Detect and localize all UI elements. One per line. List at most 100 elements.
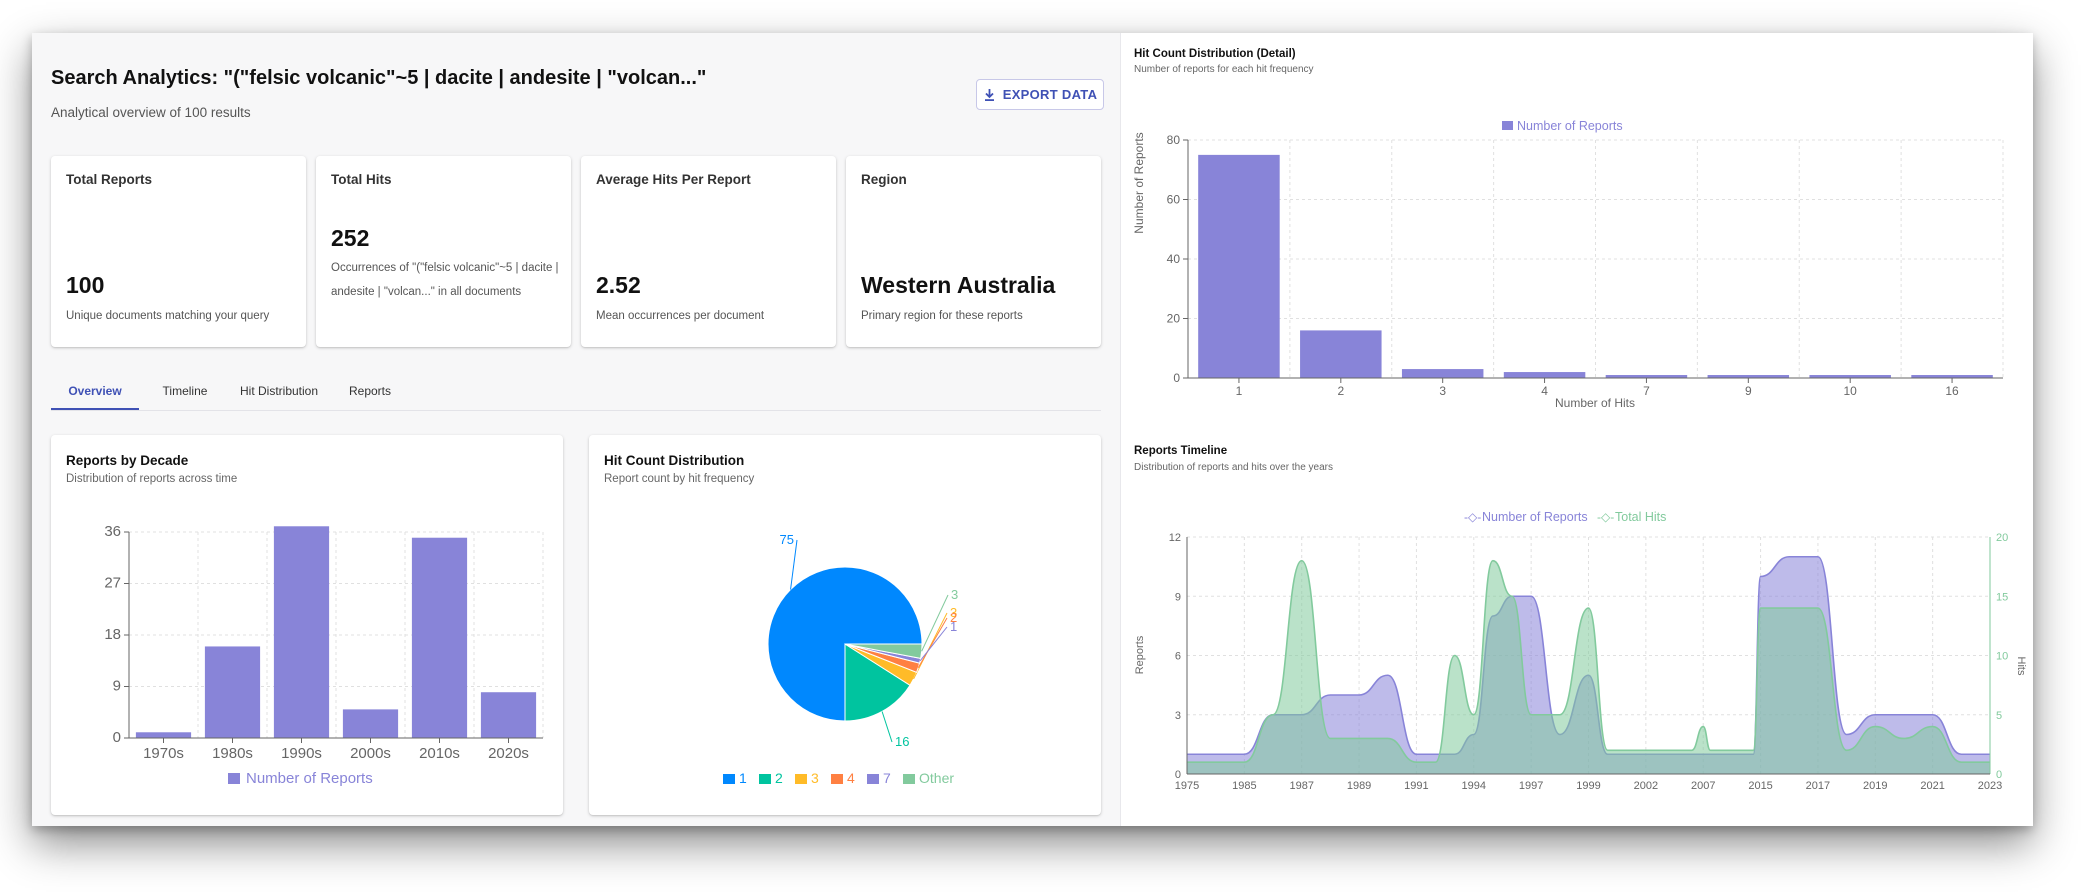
x-tick-label: 2010s bbox=[419, 745, 460, 762]
x-tick-label: 1975 bbox=[1175, 780, 1199, 792]
y-tick-label: 3 bbox=[1175, 710, 1181, 722]
legend-label: Number of Reports bbox=[1482, 510, 1588, 524]
x-tick-label: 1980s bbox=[212, 745, 253, 762]
x-tick-label: 2017 bbox=[1806, 780, 1830, 792]
stat-card-average-hits: Average Hits Per Report 2.52 Mean occurr… bbox=[581, 156, 836, 347]
legend-marker: -◇- bbox=[1464, 510, 1481, 524]
tab-overview[interactable]: Overview bbox=[51, 380, 139, 410]
y-axis-label: Number of Reports bbox=[1132, 132, 1146, 233]
app-window: Search Analytics: "("felsic volcanic"~5 … bbox=[32, 33, 2033, 826]
detail-chart-subtitle: Number of reports for each hit frequency bbox=[1134, 64, 1314, 75]
y-axis-label: Reports bbox=[1134, 635, 1146, 674]
y-right-tick-label: 20 bbox=[1996, 532, 2008, 544]
stat-title: Total Reports bbox=[66, 172, 153, 187]
x-tick-label: 2020s bbox=[488, 745, 529, 762]
pie-label-line bbox=[790, 539, 798, 590]
y-right-tick-label: 0 bbox=[1996, 769, 2002, 781]
x-tick-label: 2015 bbox=[1748, 780, 1772, 792]
area-fill bbox=[1187, 560, 1990, 774]
x-tick-label: 1990s bbox=[281, 745, 322, 762]
page-subtitle: Analytical overview of 100 results bbox=[51, 105, 251, 120]
pie-label-line bbox=[921, 594, 949, 652]
tab-timeline[interactable]: Timeline bbox=[162, 384, 208, 398]
pie-slice bbox=[767, 566, 923, 722]
legend-label: 1 bbox=[739, 770, 747, 786]
x-tick-label: 2000s bbox=[350, 745, 391, 762]
stat-description: Primary region for these reports bbox=[861, 310, 1023, 322]
bar bbox=[1503, 372, 1586, 378]
legend-swatch bbox=[795, 774, 807, 784]
legend-swatch bbox=[867, 774, 879, 784]
bar bbox=[411, 537, 468, 738]
y-tick-label: 40 bbox=[1167, 252, 1181, 266]
legend-label: 2 bbox=[775, 770, 783, 786]
y-tick-label: 12 bbox=[1169, 532, 1181, 544]
pie-label-line bbox=[919, 626, 948, 662]
bar bbox=[1401, 369, 1484, 378]
y-tick-label: 0 bbox=[1173, 371, 1180, 385]
x-tick-label: 1999 bbox=[1576, 780, 1600, 792]
stat-value: 100 bbox=[66, 272, 105, 298]
x-tick-label: 2021 bbox=[1920, 780, 1944, 792]
x-tick-label: 7 bbox=[1643, 384, 1650, 398]
x-tick-label: 2002 bbox=[1634, 780, 1658, 792]
x-tick-label: 1997 bbox=[1519, 780, 1543, 792]
y-tick-label: 27 bbox=[104, 575, 121, 592]
reports-timeline-chart: 0 3 6 9 12 0 5 10 15 20 1975 1985 1987 1989 1991 1994 19… bbox=[1134, 510, 2027, 792]
legend-swatch bbox=[903, 774, 915, 784]
series-line bbox=[1187, 559, 1990, 763]
hit-count-detail-bar-chart: 0 20 40 60 80 1 2 3 4 7 9 10 16 Number of Reports Numb… bbox=[1132, 119, 2004, 410]
x-tick-label: 2023 bbox=[1978, 780, 2002, 792]
legend-swatch bbox=[759, 774, 771, 784]
export-data-button[interactable]: EXPORT DATA bbox=[976, 79, 1104, 110]
legend-swatch bbox=[228, 773, 240, 784]
pie-label-line bbox=[917, 617, 948, 669]
export-data-label: EXPORT DATA bbox=[1002, 87, 1098, 102]
x-tick-label: 2 bbox=[1337, 384, 1344, 398]
tab-bar: Overview Timeline Hit Distribution Repor… bbox=[51, 380, 1101, 411]
x-tick-label: 10 bbox=[1844, 384, 1858, 398]
x-tick-label: 1970s bbox=[143, 745, 184, 762]
stat-card-region: Region Western Australia Primary region … bbox=[846, 156, 1101, 347]
bar bbox=[480, 692, 537, 738]
x-tick-label: 1985 bbox=[1232, 780, 1256, 792]
pie-label-line bbox=[881, 711, 893, 743]
y-tick-label: 60 bbox=[1167, 193, 1181, 207]
x-tick-label: 1987 bbox=[1289, 780, 1313, 792]
y-tick-label: 9 bbox=[113, 678, 121, 695]
bar bbox=[1605, 375, 1688, 378]
decade-bar-chart: 0 9 18 27 36 1970s 1980s 1990s 2000s 2010s 2020s Nu… bbox=[104, 523, 544, 787]
stat-value: Western Australia bbox=[861, 272, 1056, 298]
legend-label: Number of Reports bbox=[1517, 119, 1623, 133]
bar bbox=[1198, 154, 1280, 378]
pie-slice bbox=[844, 643, 911, 722]
x-axis-label: Number of Hits bbox=[1555, 396, 1635, 410]
card-subtitle: Distribution of reports across time bbox=[66, 473, 238, 485]
stat-title: Average Hits Per Report bbox=[596, 172, 751, 187]
legend-swatch bbox=[831, 774, 843, 784]
timeline-chart-subtitle: Distribution of reports and hits over th… bbox=[1134, 462, 1333, 473]
download-icon bbox=[983, 88, 996, 102]
y-tick-label: 18 bbox=[104, 626, 121, 643]
card-subtitle: Report count by hit frequency bbox=[604, 473, 755, 485]
tab-hit-distribution[interactable]: Hit Distribution bbox=[239, 384, 319, 398]
card-title: Reports by Decade bbox=[66, 453, 189, 468]
bar bbox=[1809, 375, 1891, 378]
legend-label: 4 bbox=[847, 770, 855, 786]
bar bbox=[1707, 375, 1790, 378]
stat-description: Unique documents matching your query bbox=[66, 310, 270, 322]
stat-title: Total Hits bbox=[331, 172, 392, 187]
y-tick-label: 36 bbox=[104, 523, 121, 540]
stat-value: 252 bbox=[331, 225, 370, 251]
legend-label: Number of Reports bbox=[246, 770, 373, 787]
timeline-chart-title: Reports Timeline bbox=[1134, 445, 1228, 457]
x-tick-label: 16 bbox=[1945, 384, 1959, 398]
legend-label: Other bbox=[919, 770, 954, 786]
tab-reports[interactable]: Reports bbox=[348, 384, 392, 398]
y-tick-label: 80 bbox=[1167, 133, 1181, 147]
bar bbox=[204, 646, 261, 738]
x-tick-label: 1994 bbox=[1462, 780, 1486, 792]
legend-label: 3 bbox=[811, 770, 819, 786]
pie-slice-label: 16 bbox=[895, 734, 909, 749]
card-title: Hit Count Distribution bbox=[604, 453, 745, 468]
